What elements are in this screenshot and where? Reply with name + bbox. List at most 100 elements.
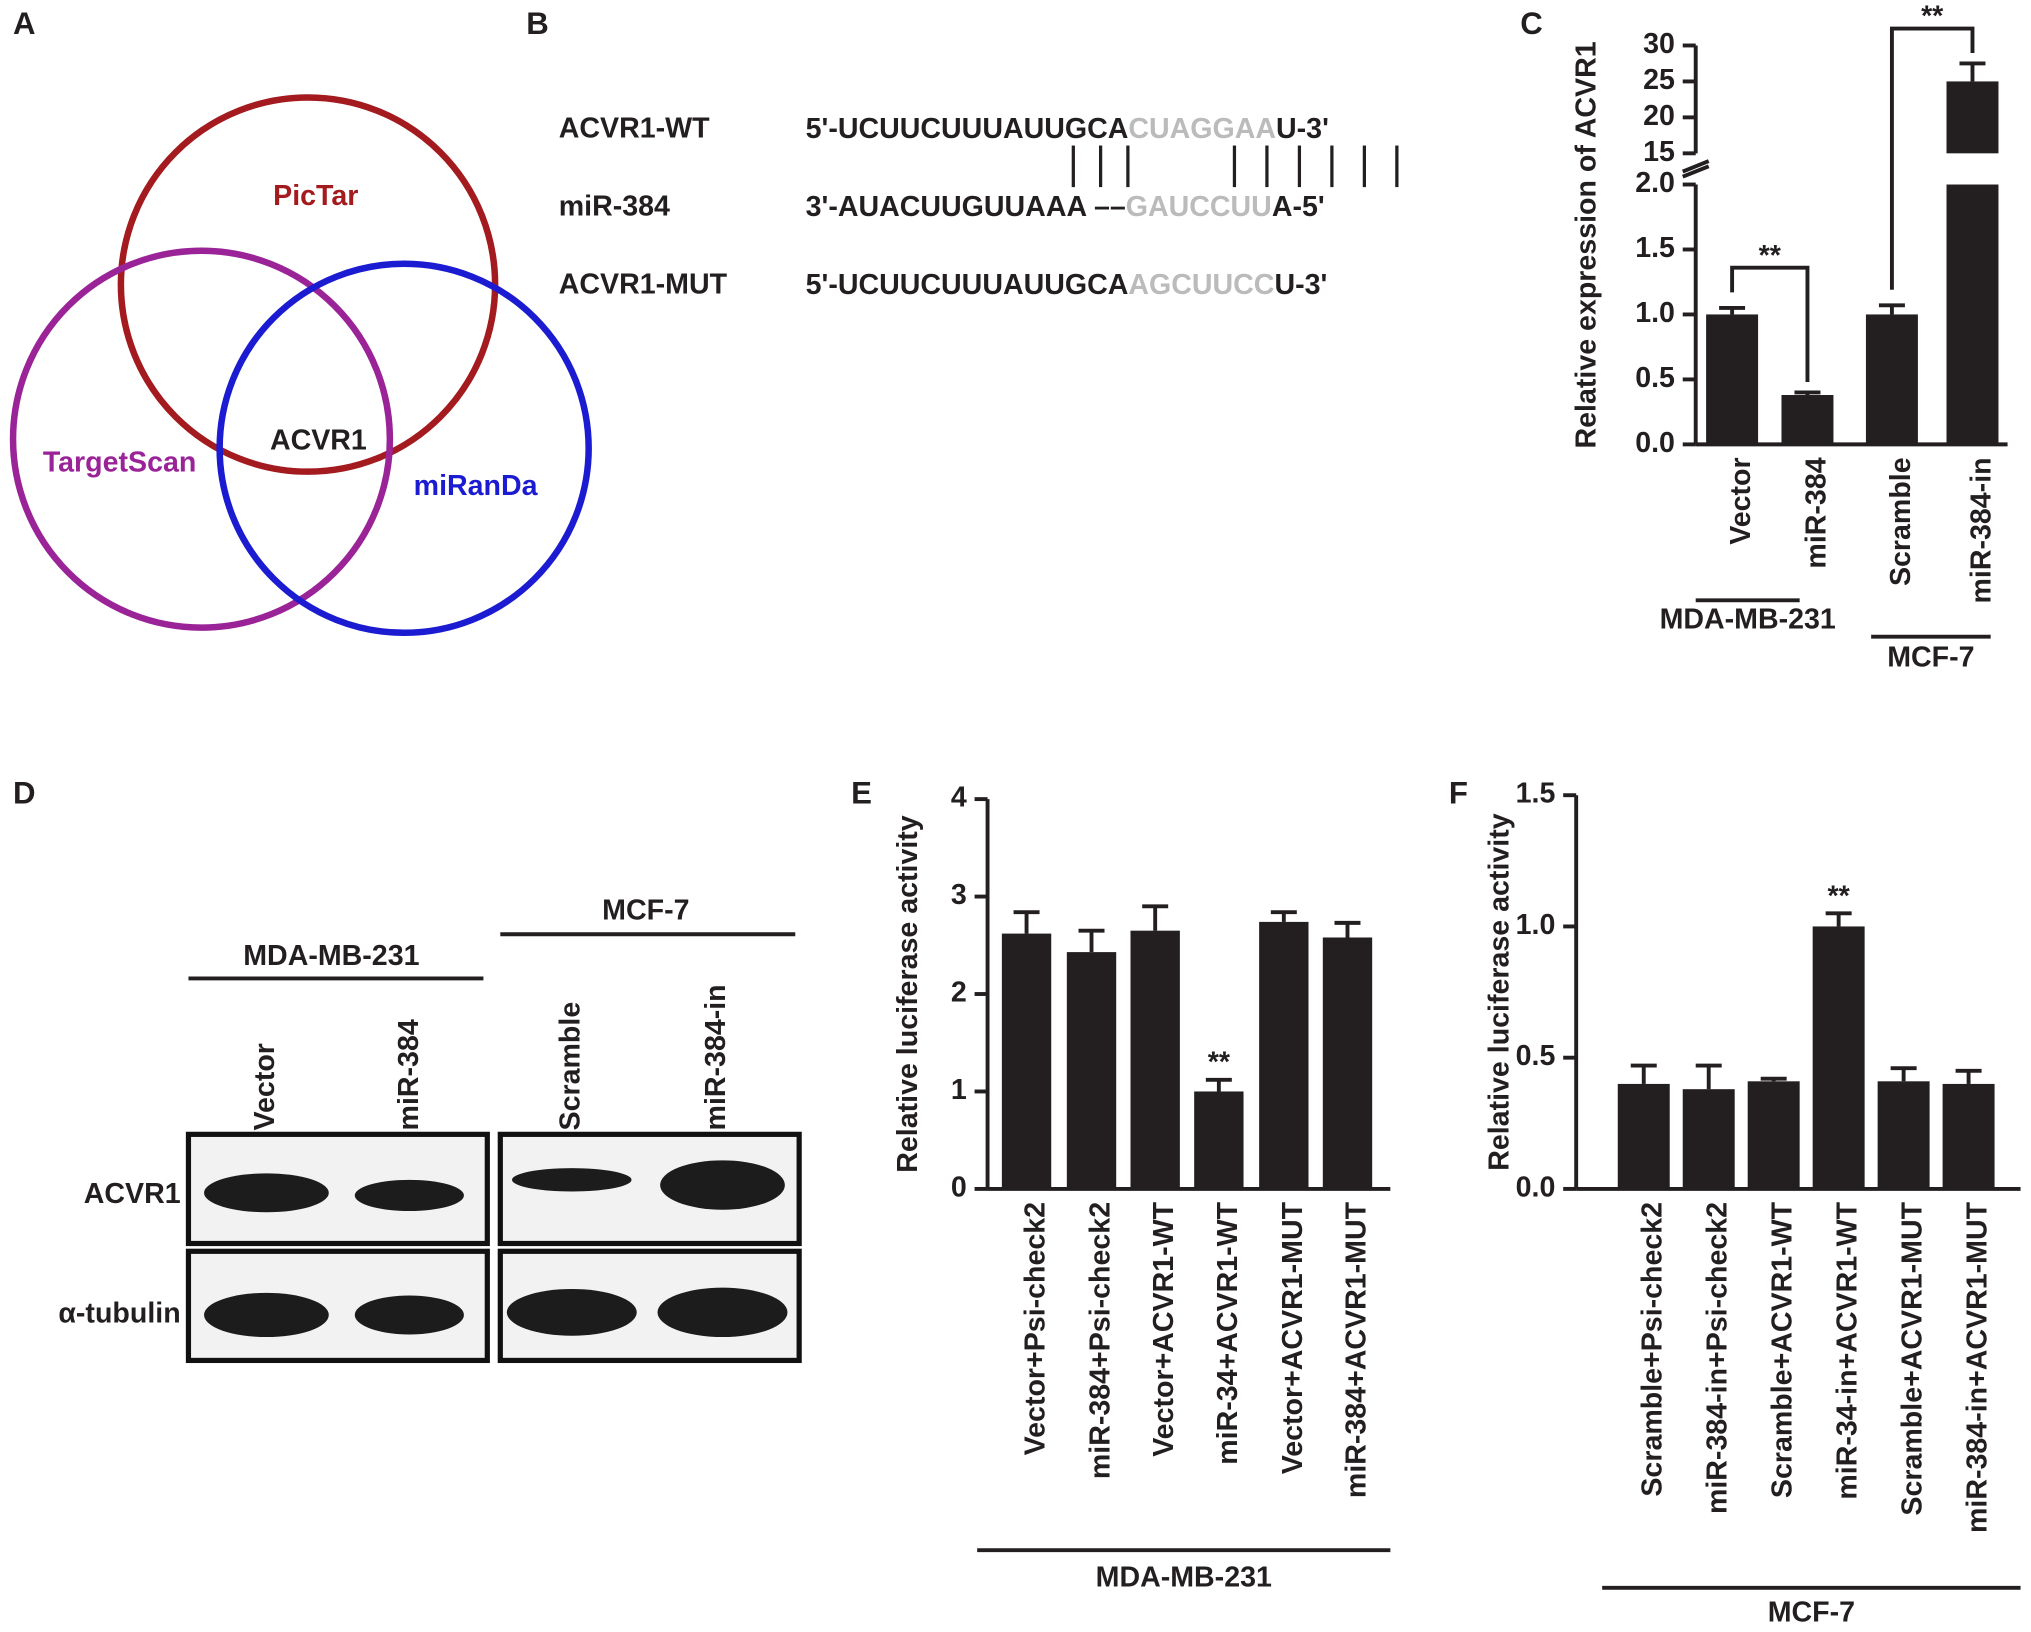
group-label: MDA-MB-231 <box>243 940 419 972</box>
y-tick-label: 1.5 <box>1635 232 1675 264</box>
group-label: MDA-MB-231 <box>1096 1561 1272 1593</box>
sequence-part: 3'-AUACUUGUUAAA –– <box>806 190 1126 222</box>
venn <box>9 94 592 637</box>
x-tick-label: Scramble+ACVR1-WT <box>1767 1201 1799 1498</box>
x-tick-label: Scramble+Psi-check2 <box>1637 1202 1669 1497</box>
bar <box>1322 937 1373 1189</box>
sequence-part: 5'-UCUUCUUUAUUGCA <box>806 268 1129 300</box>
bar <box>1001 933 1052 1189</box>
y-tick-label: 2 <box>951 977 967 1009</box>
y-tick-label: 1 <box>951 1074 967 1106</box>
y-tick-label: 1.0 <box>1516 909 1556 941</box>
x-tick-label: miR-34+ACVR1-WT <box>1212 1201 1244 1464</box>
y-tick-label: 0.5 <box>1516 1040 1556 1072</box>
y-tick-label: 1.5 <box>1516 778 1556 810</box>
sequence-site: CUAGGAA <box>1128 112 1276 144</box>
y-tick-label: 1.0 <box>1635 297 1675 329</box>
sequence-name: miR-384 <box>559 190 670 222</box>
panel-label: F <box>1449 775 1468 810</box>
sequence-part: A-5' <box>1272 190 1325 222</box>
bar <box>1259 921 1309 1189</box>
bar <box>1682 1089 1735 1189</box>
lane-label: Scramble <box>554 1002 586 1131</box>
panel-label: E <box>851 775 872 810</box>
significance-label: ** <box>1921 1 1944 33</box>
y-tick-label: 0.5 <box>1635 362 1675 394</box>
axis-break <box>1681 159 1710 174</box>
significance-bracket <box>1730 265 1810 383</box>
x-tick-label: miR-384+Psi-check2 <box>1084 1202 1116 1479</box>
x-tick-label: miR-384-in+ACVR1-MUT <box>1962 1201 1994 1533</box>
group-label: MCF-7 <box>1887 641 1974 673</box>
y-axis-label: Relative luciferase activity <box>1483 813 1515 1171</box>
venn-circle <box>9 247 394 631</box>
y-tick-label: 20 <box>1643 100 1675 132</box>
bar <box>1946 184 1999 445</box>
lane-label: miR-384-in <box>700 984 732 1130</box>
bar <box>1812 926 1865 1189</box>
y-tick-label: 30 <box>1643 28 1675 60</box>
sequence-part: U-3' <box>1276 112 1329 144</box>
group-label: MDA-MB-231 <box>1660 604 1836 636</box>
sequence-part: U-3' <box>1274 268 1327 300</box>
sequence-alignment: ACVR1-WT 5'-UCUUCUUUAUUGCACUAGGAAU-3' mi… <box>559 112 1399 300</box>
significance-bracket <box>1889 26 1975 290</box>
y-tick-label: 0.0 <box>1635 427 1675 459</box>
bar <box>1130 930 1180 1189</box>
y-tick-label: 0.0 <box>1516 1171 1556 1203</box>
venn-label: miRanDa <box>414 470 539 502</box>
x-tick-label: Vector+Psi-check2 <box>1019 1202 1051 1455</box>
axis-break <box>1681 164 1710 179</box>
x-tick-label: miR-384 <box>1800 457 1832 568</box>
x-tick-label: miR-384+ACVR1-MUT <box>1340 1201 1372 1498</box>
bar <box>1781 395 1834 445</box>
y-tick-label: 15 <box>1643 136 1675 168</box>
bar <box>1942 1083 1995 1189</box>
y-axis-label: Relative luciferase activity <box>892 815 924 1173</box>
sequence: 5'-UCUUCUUUAUUGCAAGCUUCCU-3' <box>806 268 1328 300</box>
x-tick-label: Vector+ACVR1-MUT <box>1277 1201 1309 1474</box>
sequence-part: 5'-UCUUCUUUAUUGCA <box>806 112 1129 144</box>
sequence-name: ACVR1-MUT <box>559 268 728 300</box>
y-tick-label: 4 <box>951 782 967 814</box>
bar <box>1617 1083 1670 1189</box>
sequence: 3'-AUACUUGUUAAA ––GAUCCUUA-5' <box>806 190 1325 222</box>
y-tick-label: 0 <box>951 1171 967 1203</box>
significance-label: ** <box>1759 240 1782 272</box>
y-tick-label: 25 <box>1643 64 1675 96</box>
venn-label: TargetScan <box>43 446 197 478</box>
x-tick-label: miR-384-in <box>1965 457 1997 603</box>
x-tick-label: Vector+ACVR1-WT <box>1148 1201 1180 1456</box>
lane-label: Vector <box>249 1043 281 1130</box>
bands <box>204 1160 788 1338</box>
panel-label: D <box>13 775 36 810</box>
lane-label: miR-384 <box>393 1019 425 1130</box>
venn-label: PicTar <box>273 180 358 212</box>
venn-center-label: ACVR1 <box>270 424 367 456</box>
x-tick-label: miR-384-in+Psi-check2 <box>1702 1202 1734 1514</box>
x-tick-label: Vector <box>1725 457 1757 544</box>
x-tick-label: miR-34-in+ACVR1-WT <box>1832 1201 1864 1499</box>
bar <box>1877 1081 1930 1189</box>
y-tick-label: 3 <box>951 879 967 911</box>
x-tick-label: Scramble <box>1885 457 1917 586</box>
sequence-site: AGCUUCC <box>1128 268 1274 300</box>
row-label: α-tubulin <box>58 1298 180 1330</box>
y-tick-label: 2.0 <box>1635 167 1675 199</box>
group-label: MCF-7 <box>602 895 689 927</box>
significance-label: ** <box>1828 880 1851 912</box>
venn-circle <box>216 260 592 637</box>
panel-label: A <box>13 6 36 41</box>
bar <box>1865 314 1918 445</box>
panel-label: C <box>1520 6 1543 41</box>
significance-label: ** <box>1208 1047 1231 1079</box>
row-label: ACVR1 <box>84 1178 181 1210</box>
y-axis-label: Relative expression of ACVR1 <box>1570 41 1602 448</box>
sequence-name: ACVR1-WT <box>559 112 710 144</box>
bar <box>1706 314 1759 445</box>
sequence-site: GAUCCUU <box>1126 190 1272 222</box>
bar <box>1946 81 1999 154</box>
group-label: MCF-7 <box>1768 1596 1855 1628</box>
x-tick-label: Scramble+ACVR1-MUT <box>1897 1201 1929 1515</box>
